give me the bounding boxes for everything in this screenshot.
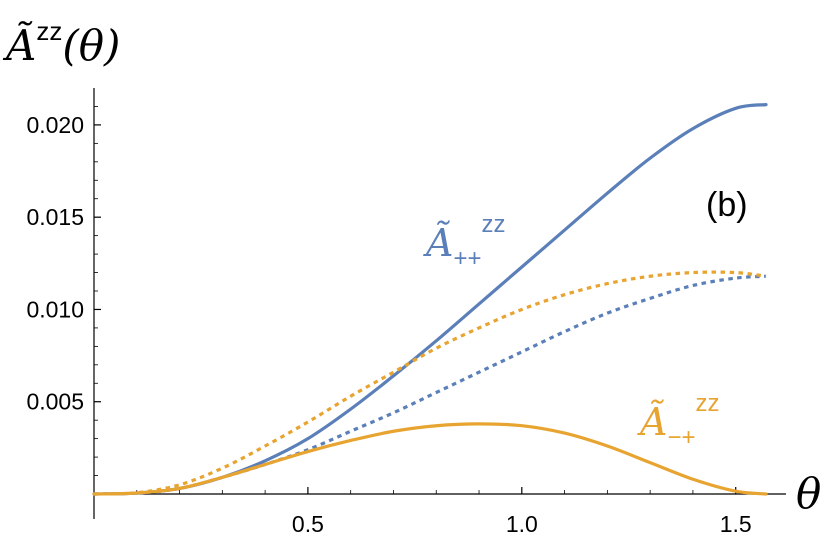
series-label-plus-plus: Ã++zz [423, 211, 505, 272]
y-tick-label: 0.015 [26, 204, 84, 230]
x-tick-label: 1.5 [720, 511, 752, 537]
y-tick-label: 0.005 [26, 389, 84, 415]
y-axis-title: Ãzz(θ) [2, 16, 120, 70]
y-tick-group: 0.005 0.010 0.015 0.020 [26, 106, 101, 476]
x-tick-group: 0.5 1.0 1.5 [136, 487, 752, 537]
series-group [92, 103, 768, 496]
series-a-minus-plus-dotted [93, 270, 767, 496]
x-axis-title: θ [796, 469, 821, 518]
y-tick-label: 0.010 [26, 296, 84, 322]
series-a-plus-plus-dotted [93, 274, 767, 496]
series-a-minus-plus-solid [92, 422, 768, 496]
x-tick-label: 1.0 [506, 511, 538, 537]
y-axis-title-A: Ã [2, 20, 36, 70]
x-tick-label: 0.5 [292, 511, 324, 537]
y-tick-label: 0.020 [26, 112, 84, 138]
series-label-minus-plus: Ã−+zz [637, 390, 719, 451]
y-axis-title-arg: (θ) [62, 21, 120, 70]
panel-label: (b) [706, 186, 748, 224]
y-axis-title-sup: zz [36, 16, 62, 46]
